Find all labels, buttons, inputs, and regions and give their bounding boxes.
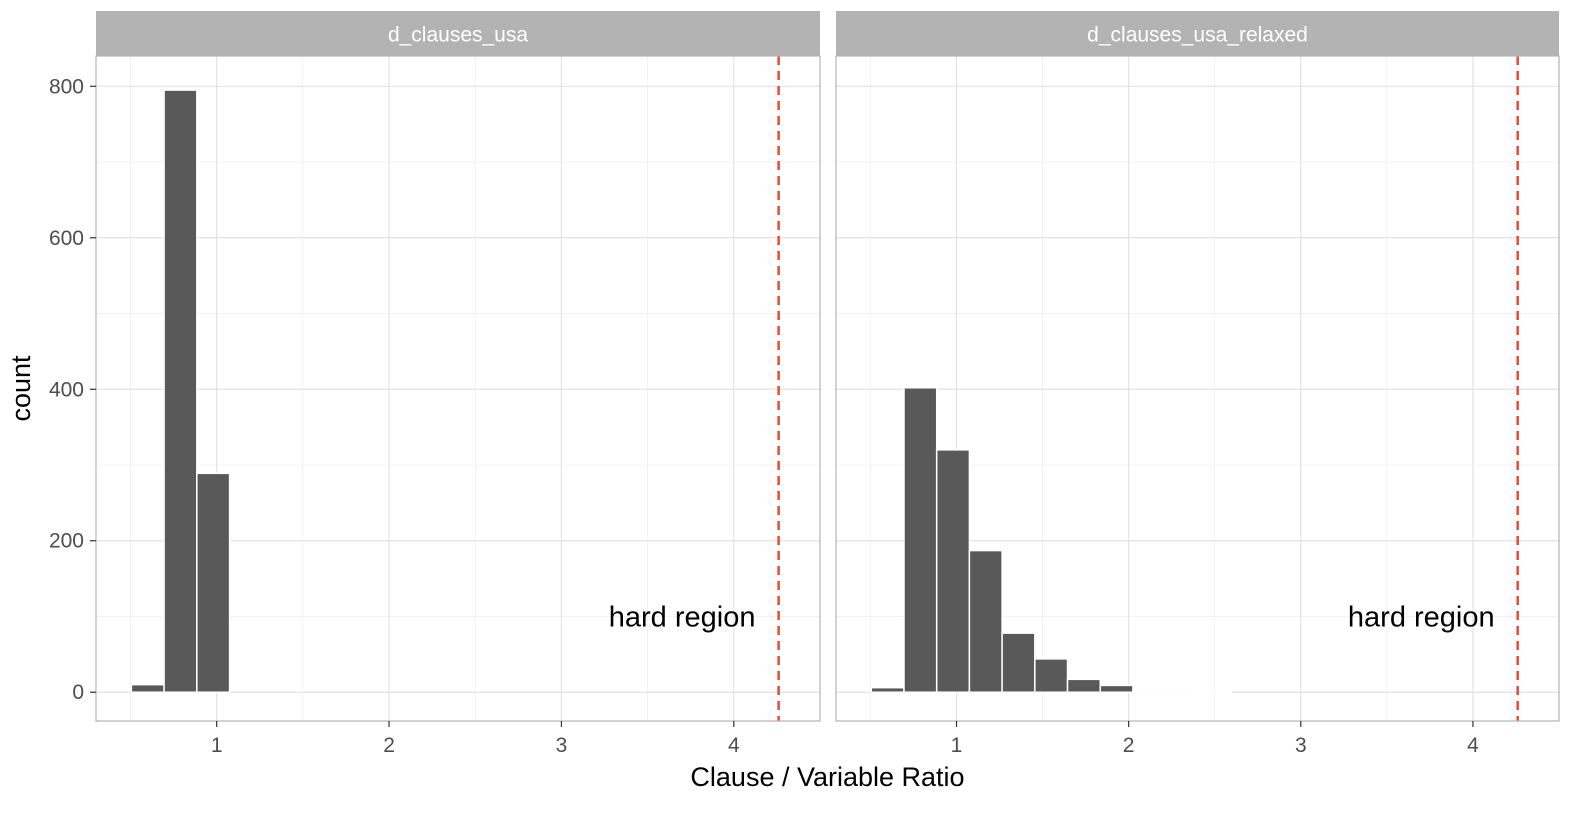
histogram-bar — [130, 683, 165, 693]
facet-strip — [96, 11, 820, 56]
x-tick-label: 3 — [556, 734, 568, 757]
histogram-bar — [870, 686, 905, 693]
facet-strip — [836, 11, 1559, 56]
x-tick-label: 3 — [1295, 734, 1307, 757]
histogram-bar — [903, 386, 938, 693]
annotation-label: hard region — [609, 601, 756, 633]
x-tick-label: 4 — [728, 734, 740, 757]
y-tick-label: 400 — [49, 378, 84, 401]
x-tick-label: 2 — [383, 734, 395, 757]
histogram-bar — [1197, 690, 1232, 693]
y-tick-label: 200 — [49, 530, 84, 553]
x-tick-label: 2 — [1123, 734, 1135, 757]
facet-strip-label: d_clauses_usa — [388, 24, 528, 47]
histogram-bar — [196, 472, 231, 693]
histogram-bar — [1001, 632, 1036, 693]
y-tick-label: 600 — [49, 227, 84, 250]
histogram-bar — [968, 549, 1003, 693]
x-tick-label: 4 — [1467, 734, 1479, 757]
histogram-bar — [1132, 689, 1167, 693]
histogram-bar — [1099, 684, 1134, 693]
y-tick-label: 0 — [72, 681, 84, 704]
y-axis-title: count — [6, 355, 36, 422]
x-tick-label: 1 — [211, 734, 223, 757]
histogram-bar — [1034, 658, 1069, 693]
histogram-bar — [163, 89, 198, 693]
histogram-bar — [1164, 689, 1200, 693]
x-axis-title: Clause / Variable Ratio — [690, 762, 964, 792]
y-tick-label: 800 — [49, 75, 84, 98]
facet-strip-label: d_clauses_usa_relaxed — [1087, 24, 1308, 47]
histogram-bar — [1066, 678, 1101, 693]
annotation-label: hard region — [1348, 601, 1495, 633]
x-tick-label: 1 — [951, 734, 963, 757]
histogram-bar — [935, 449, 971, 693]
